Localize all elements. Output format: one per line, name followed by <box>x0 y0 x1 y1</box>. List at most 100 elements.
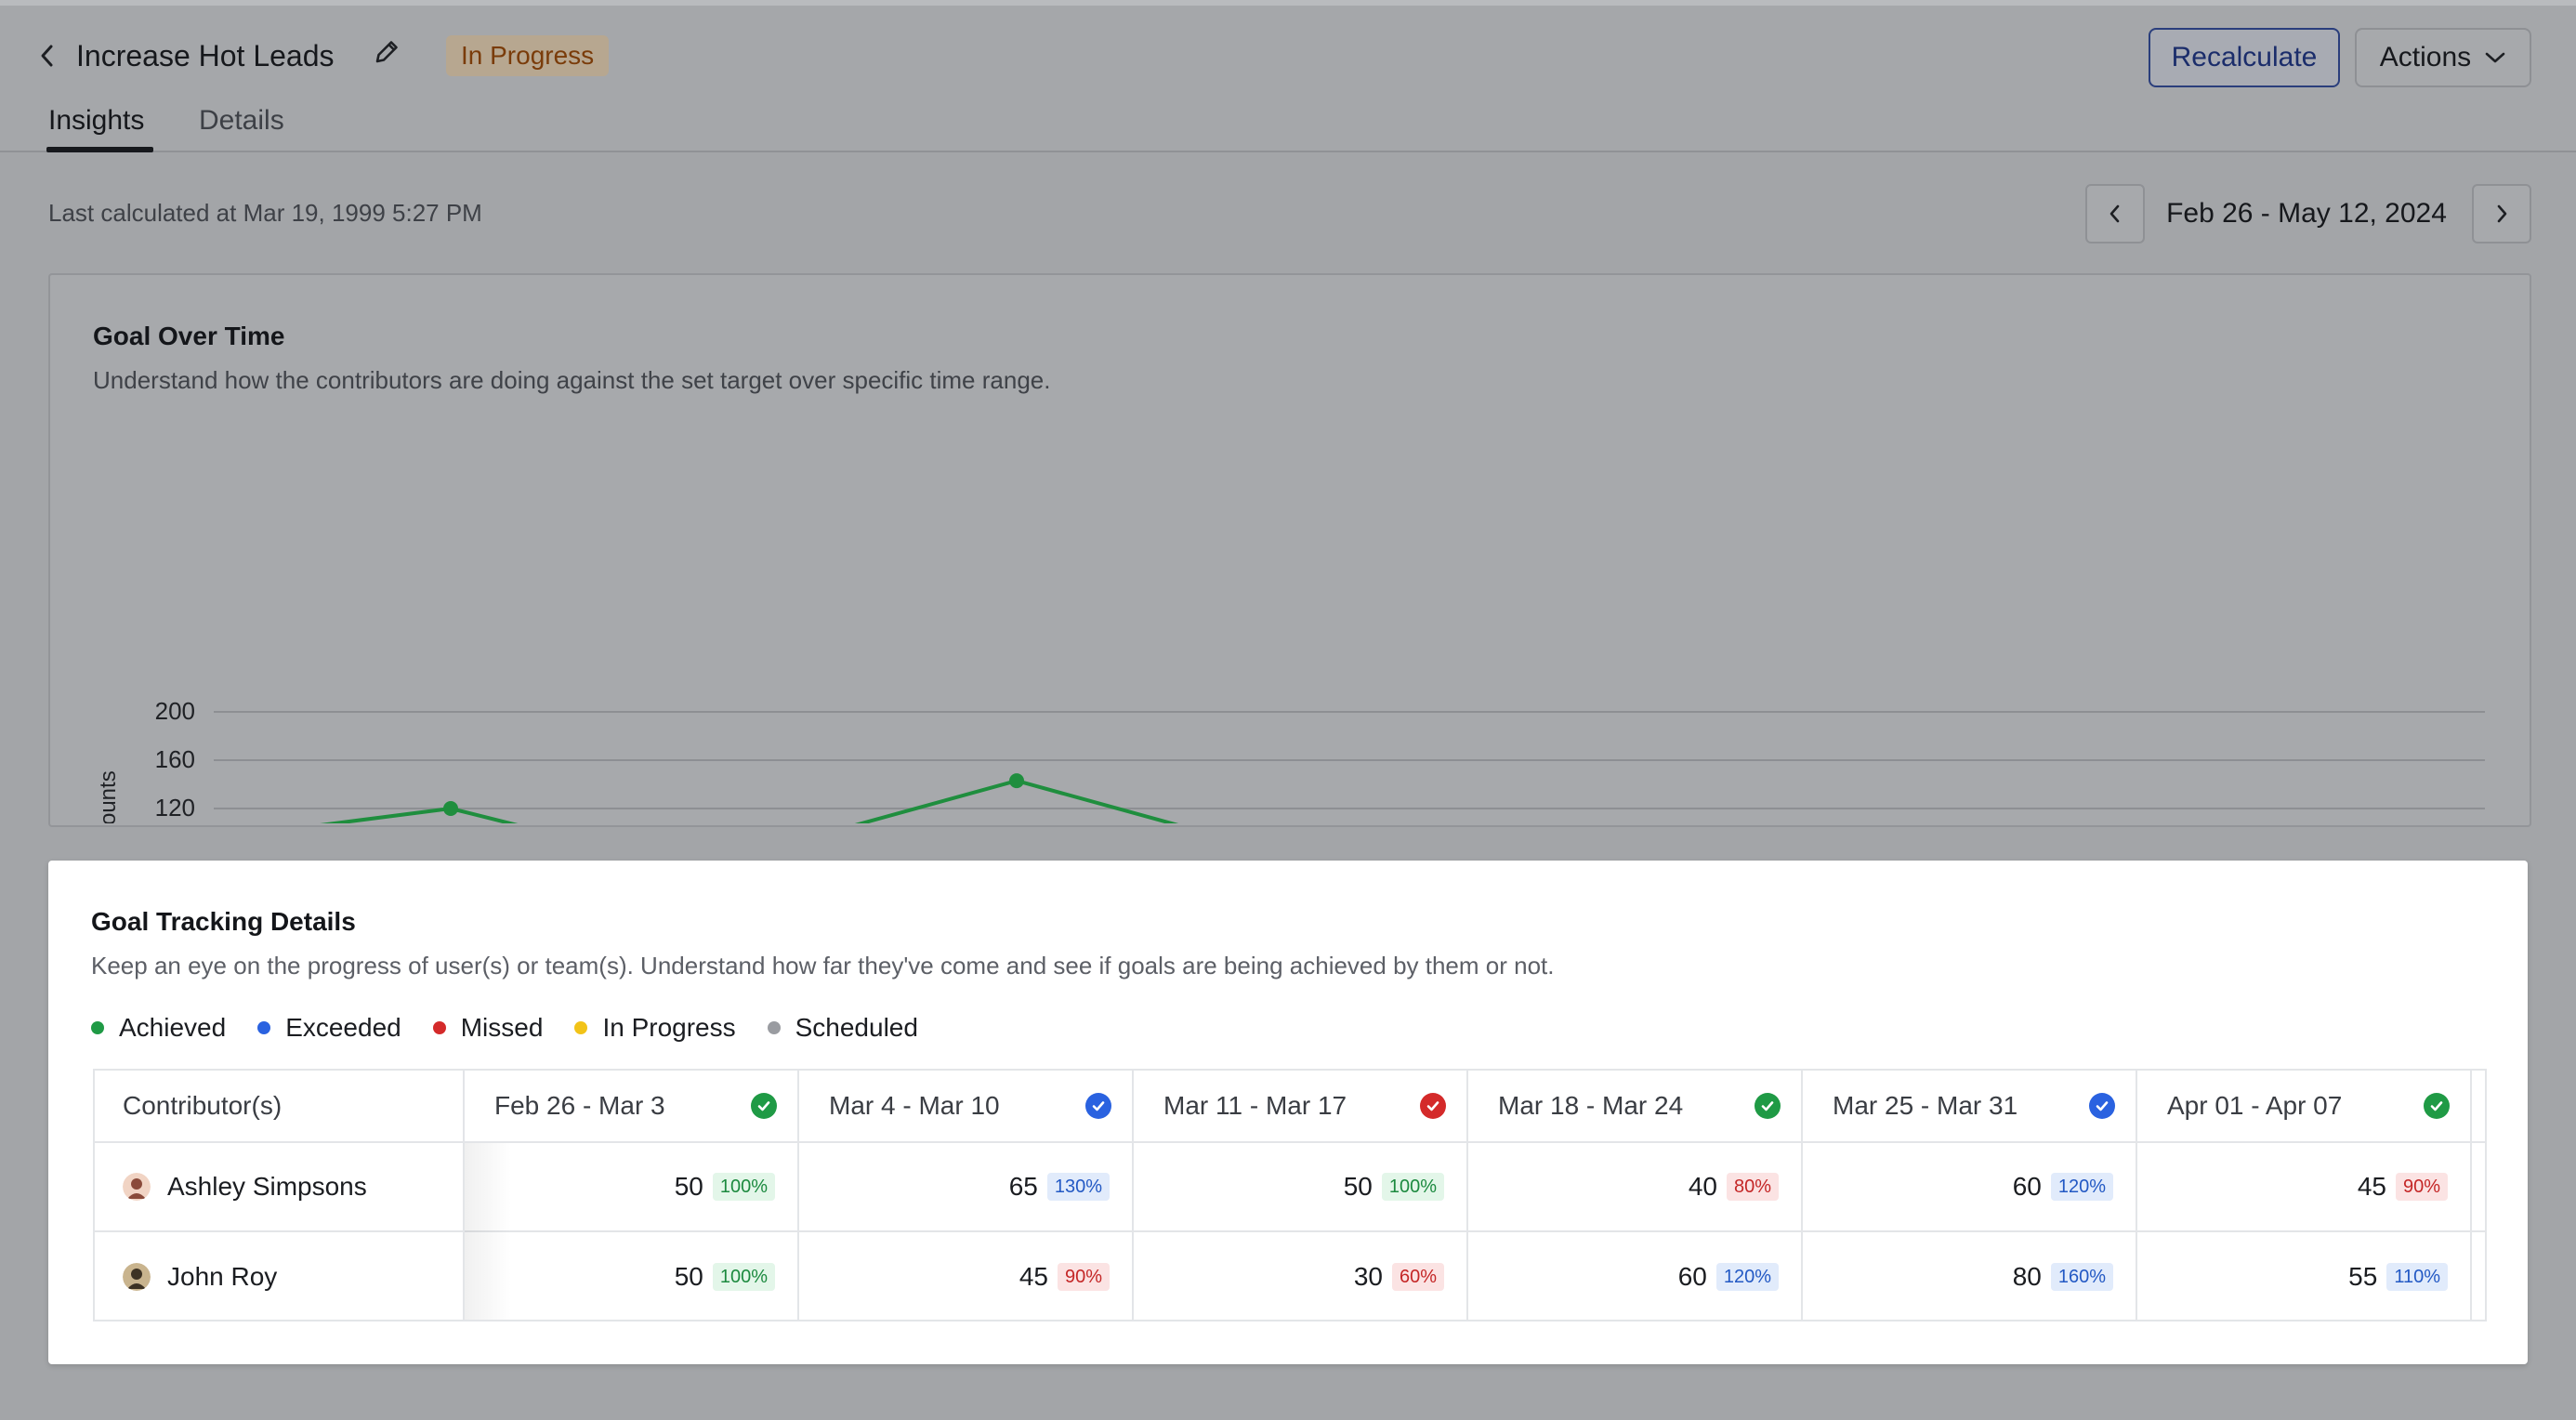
period-label: Apr 01 - Apr 07 <box>2167 1091 2343 1120</box>
column-header-period: Mar 4 - Mar 10 <box>799 1071 1134 1141</box>
recalculate-button[interactable]: Recalculate <box>2149 28 2340 87</box>
series-line-achieved <box>320 779 1179 823</box>
avatar <box>123 1263 151 1291</box>
y-tick-label: 200 <box>155 697 195 725</box>
chevron-right-icon <box>2497 204 2507 223</box>
goal-count: 65 <box>1008 1172 1038 1201</box>
percent-badge: 100% <box>1381 1173 1444 1201</box>
chart-card-subtitle: Understand how the contributors are doin… <box>93 366 1051 394</box>
tab-insights[interactable]: Insights <box>48 105 145 136</box>
goal-value-cell: 50 100% <box>465 1143 799 1230</box>
y-tick-label: 120 <box>155 794 195 822</box>
percent-badge: 100% <box>712 1173 775 1201</box>
goal-value-cell: 40 80% <box>1468 1143 1803 1230</box>
goal-value-cell: 45 90% <box>799 1232 1134 1320</box>
table-card-subtitle: Keep an eye on the progress of user(s) o… <box>91 952 1555 980</box>
top-divider <box>0 0 2576 6</box>
goal-count: 45 <box>2357 1172 2386 1201</box>
column-header-period: Mar 25 - Mar 31 <box>1803 1071 2137 1141</box>
next-range-button[interactable] <box>2472 184 2531 243</box>
percent-badge: 130% <box>1046 1173 1110 1201</box>
status-dot-icon <box>432 1021 446 1034</box>
percent-badge: 80% <box>1726 1173 1779 1201</box>
active-tab-indicator <box>46 147 153 152</box>
y-axis-label: Goal Counts <box>96 770 121 823</box>
goal-value-cell: 60 120% <box>1803 1143 2137 1230</box>
status-badge: In Progress <box>446 35 610 76</box>
goal-count: 50 <box>674 1172 703 1201</box>
contributor-cell: John Roy <box>95 1232 465 1320</box>
period-label: Mar 11 - Mar 17 <box>1163 1091 1347 1120</box>
legend-label: Missed <box>460 1013 544 1042</box>
percent-badge: 120% <box>2050 1173 2113 1201</box>
table-card-title: Goal Tracking Details <box>91 907 356 936</box>
back-button[interactable] <box>32 37 63 74</box>
avatar <box>123 1173 151 1201</box>
legend-label: In Progress <box>602 1013 736 1042</box>
legend-label: Scheduled <box>795 1013 918 1042</box>
goal-value-cell: 65 130% <box>799 1143 1134 1230</box>
tab-details[interactable]: Details <box>199 105 284 136</box>
check-circle-icon <box>1420 1093 1446 1119</box>
goal-value-cell: 30 60% <box>1134 1232 1468 1320</box>
tracking-table: Contributor(s) Feb 26 - Mar 3 Mar 4 - Mar … <box>93 1069 2487 1321</box>
actions-label: Actions <box>2379 42 2472 72</box>
edit-title-button[interactable] <box>370 35 403 69</box>
column-header-period: Feb 26 - Mar 3 <box>465 1071 799 1141</box>
status-dot-icon <box>257 1021 271 1034</box>
data-point-achieved <box>443 801 458 816</box>
goal-value-cell: 50 100% <box>465 1232 799 1320</box>
table-header-row: Contributor(s) Feb 26 - Mar 3 Mar 4 - Mar … <box>95 1071 2485 1143</box>
goal-value-cell: 50 100% <box>1134 1143 1468 1230</box>
chart-card-title: Goal Over Time <box>93 322 285 350</box>
legend-label: Achieved <box>119 1013 227 1042</box>
previous-range-button[interactable] <box>2085 184 2145 243</box>
check-circle-icon <box>751 1093 777 1119</box>
goal-count: 45 <box>1019 1262 1048 1291</box>
goal-count: 40 <box>1688 1172 1717 1201</box>
legend-item-in-progress: In Progress <box>574 1013 736 1043</box>
legend-item-achieved: Achieved <box>91 1013 226 1043</box>
check-circle-icon <box>2089 1093 2115 1119</box>
goal-line-chart: 04080120160200Goal CountsFeb 26 - Mar 3M… <box>96 697 2485 823</box>
status-dot-icon <box>91 1021 104 1034</box>
percent-badge: 120% <box>1715 1263 1779 1291</box>
y-tick-label: 160 <box>155 745 195 773</box>
pencil-icon <box>375 41 398 63</box>
goal-over-time-card: Goal Over Time Understand how the contri… <box>48 273 2531 827</box>
page-header: Increase Hot Leads In Progress Recalcula… <box>0 0 2576 152</box>
goal-count: 30 <box>1353 1262 1383 1291</box>
goal-count: 80 <box>2012 1262 2042 1291</box>
last-calculated-text: Last calculated at Mar 19, 1999 5:27 PM <box>48 199 482 227</box>
status-legend: Achieved Exceeded Missed In Progress Schedul… <box>91 1013 918 1043</box>
contributor-name: John Roy <box>167 1262 278 1291</box>
column-header-period: Apr 01 - Apr 07 <box>2137 1071 2472 1141</box>
check-circle-icon <box>1755 1093 1781 1119</box>
legend-item-missed: Missed <box>432 1013 544 1043</box>
goal-tracking-card: Goal Tracking Details Keep an eye on the… <box>48 861 2528 1364</box>
status-dot-icon <box>574 1021 588 1034</box>
column-header-period: Mar 11 - Mar 17 <box>1134 1071 1468 1141</box>
goal-value-cell: 55 110% <box>2137 1232 2472 1320</box>
actions-dropdown-button[interactable]: Actions <box>2355 28 2531 87</box>
goal-count: 55 <box>2348 1262 2378 1291</box>
data-point-achieved <box>1009 773 1024 789</box>
goal-value-cell: 45 90% <box>2137 1143 2472 1230</box>
goal-count: 50 <box>1343 1172 1373 1201</box>
check-circle-icon <box>2424 1093 2450 1119</box>
legend-item-exceeded: Exceeded <box>257 1013 401 1043</box>
goal-count: 50 <box>674 1262 703 1291</box>
chevron-left-icon <box>41 45 53 67</box>
goal-value-cell: 60 120% <box>1468 1232 1803 1320</box>
chevron-down-icon <box>2485 52 2505 63</box>
contributor-name: Ashley Simpsons <box>167 1172 367 1201</box>
goal-value-cell: 80 160% <box>1803 1232 2137 1320</box>
column-header-period: Mar 18 - Mar 24 <box>1468 1071 1803 1141</box>
percent-badge: 160% <box>2050 1263 2113 1291</box>
percent-badge: 100% <box>712 1263 775 1291</box>
legend-label: Exceeded <box>285 1013 401 1042</box>
date-range-label: Feb 26 - May 12, 2024 <box>2166 198 2447 229</box>
period-label: Mar 4 - Mar 10 <box>829 1091 1000 1120</box>
status-dot-icon <box>767 1021 781 1034</box>
